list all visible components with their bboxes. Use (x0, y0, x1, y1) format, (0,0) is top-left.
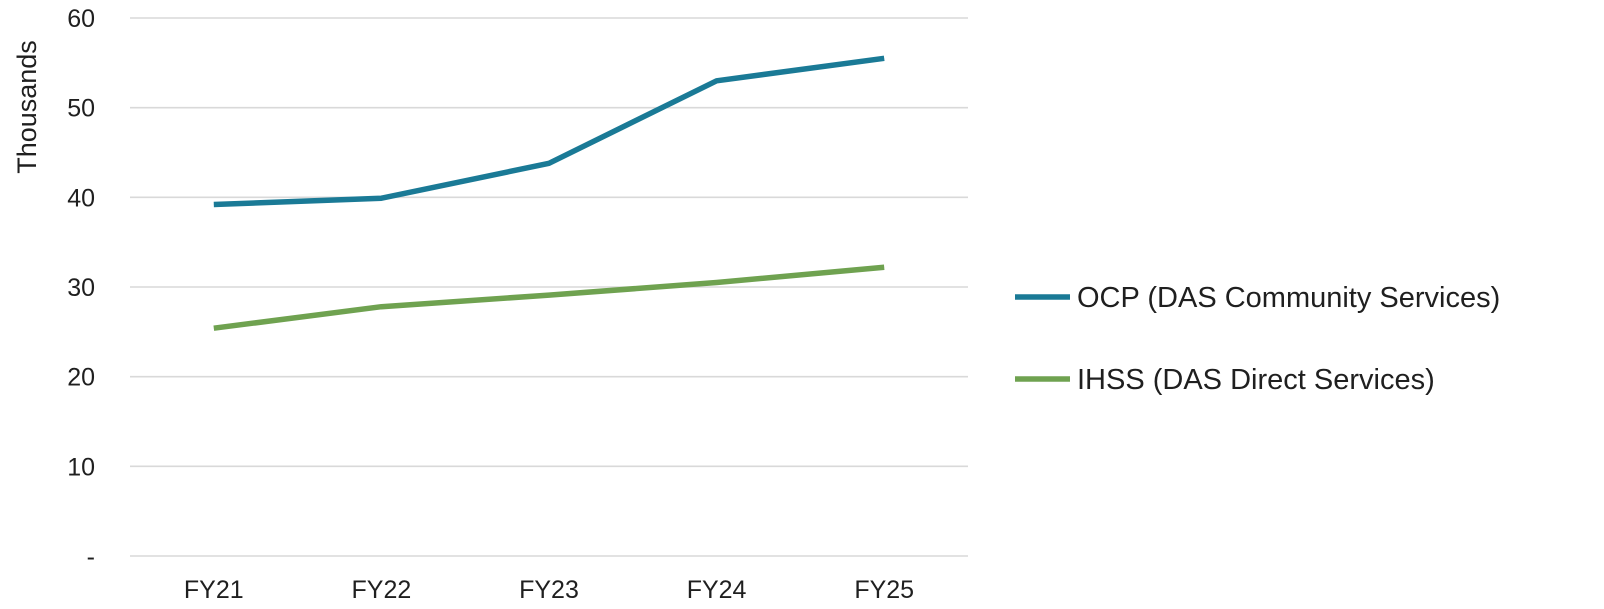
x-tick-label: FY22 (352, 576, 412, 604)
legend-item-1: OCP (DAS Community Services) (1015, 282, 1500, 314)
legend: OCP (DAS Community Services) IHSS (DAS Di… (1015, 282, 1500, 396)
y-axis-title: Thousands (12, 40, 42, 174)
x-tick-label: FY21 (184, 576, 244, 604)
y-tick-label: 50 (67, 95, 95, 123)
series-lines (213, 55, 885, 331)
y-tick-label: 60 (67, 5, 95, 33)
x-tick-label: FY25 (854, 576, 914, 604)
y-tick-label: 40 (67, 184, 95, 212)
x-tick-label: FY23 (519, 576, 579, 604)
series-line-1 (213, 55, 885, 208)
x-tick-label: FY24 (687, 576, 747, 604)
y-tick-label: 10 (67, 453, 95, 481)
y-tick-label: - (87, 543, 95, 571)
legend-label: OCP (DAS Community Services) (1077, 282, 1500, 314)
y-tick-label: 20 (67, 364, 95, 392)
gridlines (130, 17, 968, 557)
legend-item-2: IHSS (DAS Direct Services) (1015, 364, 1435, 396)
y-tick-label: 30 (67, 274, 95, 302)
y-axis-tick-labels: - 10 20 30 40 50 60 (67, 5, 95, 571)
series-line-2 (213, 264, 885, 331)
legend-label: IHSS (DAS Direct Services) (1077, 364, 1435, 396)
x-axis-tick-labels: FY21 FY22 FY23 FY24 FY25 (184, 576, 914, 604)
